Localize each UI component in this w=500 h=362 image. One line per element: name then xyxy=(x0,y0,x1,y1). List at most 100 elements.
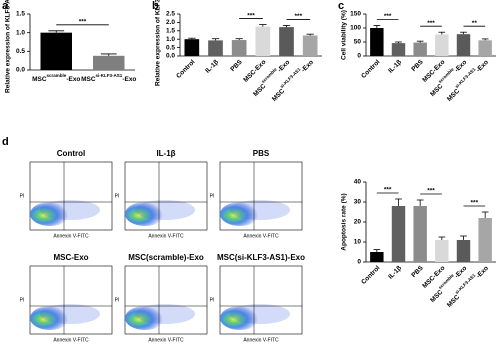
label-part: -Exo xyxy=(122,76,136,83)
dot-cloud xyxy=(125,306,165,330)
bar xyxy=(40,32,72,70)
dot-scatter xyxy=(135,304,195,324)
plot-title: IL-1β xyxy=(156,149,175,158)
x-tick-label: IL-1β xyxy=(204,59,220,75)
label-part: -Exo xyxy=(66,76,80,83)
label-part: MSC xyxy=(446,87,461,102)
y-axis-label: Cell viability (%) xyxy=(341,10,348,60)
bar xyxy=(456,240,471,262)
y-tick-label: 30 xyxy=(354,199,362,206)
dot-scatter xyxy=(230,304,290,324)
y-tick-label: 0.5 xyxy=(16,48,25,55)
y-tick-label: 150 xyxy=(350,11,361,18)
dot-scatter xyxy=(135,200,195,220)
y-axis-label: Relative expression of KLF3-AS1 xyxy=(5,0,12,93)
dot-cloud xyxy=(220,306,260,330)
bar xyxy=(370,252,384,262)
y-axis-label: PI xyxy=(210,193,215,199)
x-tick-label: MSCscramble-Exo xyxy=(32,73,80,83)
x-tick-label: MSCsi-KLF3-AS1-Exo xyxy=(81,73,136,83)
label-sup: scramble xyxy=(47,73,67,78)
plot-title: MSC(si-KLF3-AS1)-Exo xyxy=(217,253,305,262)
y-tick-label: 2.0 xyxy=(166,19,175,26)
y-axis-label: PI xyxy=(115,297,120,303)
bar xyxy=(184,39,200,56)
x-axis-label: Annexin V-FITC xyxy=(53,233,89,239)
y-tick-label: 1.5 xyxy=(16,11,25,18)
label-part: -Exo xyxy=(453,59,468,74)
bar xyxy=(413,42,427,56)
y-axis-label: PI xyxy=(115,193,120,199)
bar xyxy=(255,26,271,56)
y-tick-label: 50 xyxy=(354,39,362,46)
y-axis-label: Relative expression of KLF3-AS1 xyxy=(155,0,162,86)
y-tick-label: 1.0 xyxy=(166,36,175,43)
x-tick-label: PBS xyxy=(410,264,425,279)
bar xyxy=(391,206,406,262)
panel-letter: b xyxy=(152,0,159,12)
significance-label: ** xyxy=(472,20,478,27)
panel-letter: a xyxy=(2,0,9,12)
x-axis-label: Annexin V-FITC xyxy=(243,337,279,343)
bar xyxy=(302,35,318,56)
x-tick-label: MSCsi-KLF3-AS1-Exo xyxy=(269,57,315,103)
x-axis-label: Annexin V-FITC xyxy=(53,337,89,343)
bar xyxy=(279,27,294,56)
y-axis-label: PI xyxy=(210,297,215,303)
dot-cloud xyxy=(30,202,70,226)
bar xyxy=(478,218,492,262)
label-part: -Exo xyxy=(453,265,468,280)
y-tick-label: 100 xyxy=(350,25,361,32)
label-part: MSC xyxy=(446,293,461,308)
x-tick-label: Control xyxy=(360,265,381,286)
dot-scatter xyxy=(40,200,100,220)
significance-label: *** xyxy=(384,187,392,194)
bar xyxy=(456,34,471,56)
y-tick-label: 1.5 xyxy=(166,28,175,35)
y-tick-label: 0 xyxy=(357,259,361,266)
label-part: MSC xyxy=(271,87,286,102)
bar xyxy=(435,240,449,262)
x-tick-label: IL-1β xyxy=(387,59,403,75)
plot-title: MSC-Exo xyxy=(53,253,88,262)
plot-title: MSC(scramble)-Exo xyxy=(128,253,204,262)
x-axis-label: Annexin V-FITC xyxy=(148,233,184,239)
y-tick-label: 20 xyxy=(354,219,362,226)
label-part: MSC xyxy=(81,76,96,83)
y-axis-label: PI xyxy=(20,193,25,199)
label-part: -Exo xyxy=(475,265,490,280)
bar xyxy=(370,28,384,56)
bar xyxy=(435,34,449,56)
bar xyxy=(478,40,492,56)
dot-scatter xyxy=(40,304,100,324)
label-part: MSC xyxy=(429,288,444,303)
dot-cloud xyxy=(125,202,165,226)
panel-letter: c xyxy=(338,0,344,12)
significance-label: *** xyxy=(427,20,435,27)
bar xyxy=(231,40,247,56)
y-tick-label: 40 xyxy=(354,179,362,186)
significance-label: *** xyxy=(247,12,255,19)
y-axis-label: Apoptosis rate (%) xyxy=(341,193,348,250)
x-tick-label: Control xyxy=(175,59,196,80)
dot-cloud xyxy=(220,202,260,226)
y-tick-label: 0.0 xyxy=(16,67,25,74)
label-part: -Exo xyxy=(276,59,291,74)
panel-letter: d xyxy=(2,136,9,148)
y-axis-label: PI xyxy=(20,297,25,303)
x-axis-label: Annexin V-FITC xyxy=(243,233,279,239)
label-part: -Exo xyxy=(300,59,315,74)
plot-title: Control xyxy=(57,149,85,158)
plot-title: PBS xyxy=(253,149,270,158)
label-part: MSC xyxy=(252,82,267,97)
y-tick-label: 0.5 xyxy=(166,44,175,51)
x-tick-label: Control xyxy=(360,59,381,80)
label-part: -Exo xyxy=(475,59,490,74)
significance-label: *** xyxy=(471,200,479,207)
x-tick-label: IL-1β xyxy=(387,265,403,281)
y-tick-label: 1.0 xyxy=(16,29,25,36)
label-sup: si-KLF3-AS1 xyxy=(96,73,123,78)
x-tick-label: PBS xyxy=(229,58,244,73)
y-tick-label: 0.0 xyxy=(166,53,175,60)
